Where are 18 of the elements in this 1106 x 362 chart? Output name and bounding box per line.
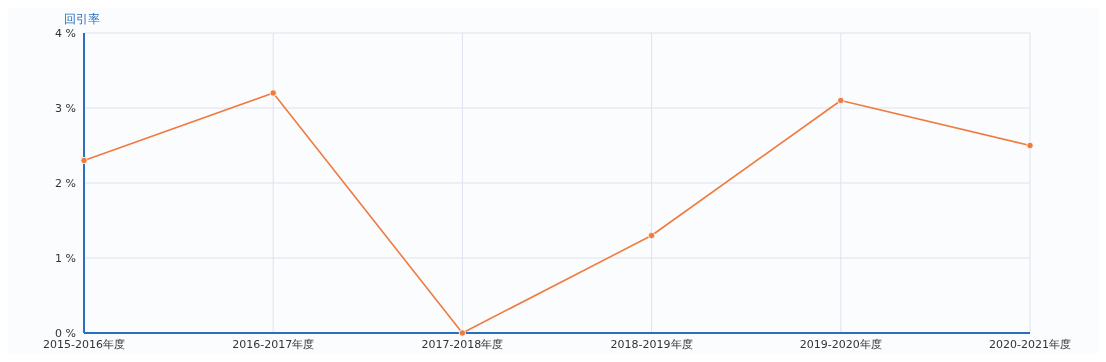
x-tick-label: 2018-2019年度 (610, 338, 693, 351)
x-tick-label: 2017-2018年度 (421, 338, 504, 351)
point (269, 89, 277, 97)
y-axis-title: 回引率 (64, 12, 100, 26)
y-tick-label: 0 % (55, 326, 76, 340)
y-tick-label: 3 % (55, 101, 76, 115)
point (837, 96, 845, 105)
y-tick-label: 4 % (55, 26, 76, 40)
y-tick-label: 2 % (55, 176, 76, 190)
y-tick-label: 1 % (55, 251, 76, 265)
point (648, 231, 656, 240)
point (80, 156, 88, 165)
point (1026, 141, 1034, 150)
point (458, 329, 466, 337)
x-tick-label: 2020-2021年度 (989, 338, 1071, 351)
x-tick-label: 2019-2020年度 (799, 338, 882, 351)
x-tick-label: 2016-2017年度 (232, 338, 315, 351)
x-tick-label: 2015-2016年度 (43, 338, 125, 351)
